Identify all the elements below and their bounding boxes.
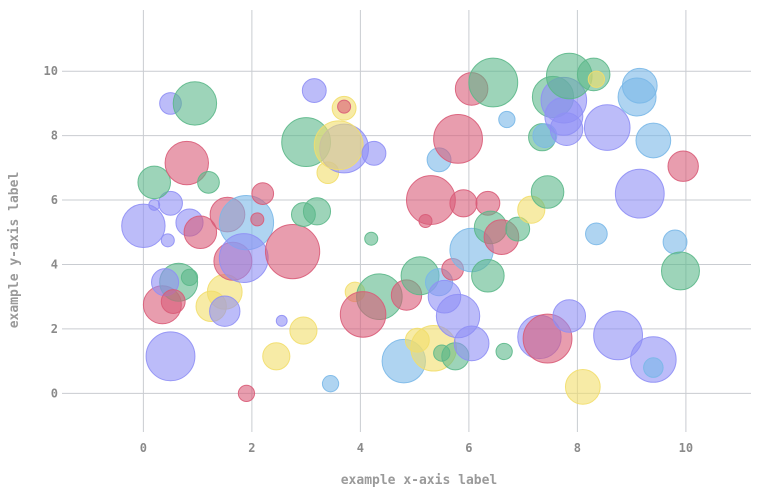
x-tick-label: 10 <box>679 441 693 455</box>
x-tick-label: 2 <box>248 441 255 455</box>
x-tick-label: 0 <box>140 441 147 455</box>
data-point <box>662 229 688 255</box>
y-tick-label: 4 <box>51 257 58 271</box>
data-point <box>406 175 456 225</box>
data-point <box>121 203 166 249</box>
data-point <box>183 215 218 250</box>
y-axis-label: example y-axis label <box>7 172 22 329</box>
data-point <box>302 197 332 226</box>
data-point <box>321 375 340 393</box>
data-point <box>364 231 379 246</box>
data-point <box>197 170 220 194</box>
data-point <box>180 268 199 287</box>
data-point <box>585 222 608 246</box>
data-point <box>339 291 387 338</box>
data-point <box>262 342 291 371</box>
x-axis-label: example x-axis label <box>341 473 498 488</box>
y-tick-label: 0 <box>51 386 58 400</box>
data-point <box>251 182 275 205</box>
y-tick-label: 10 <box>44 64 58 78</box>
data-point <box>621 67 658 104</box>
y-tick-label: 6 <box>51 193 58 207</box>
data-point <box>250 212 265 227</box>
y-tick-label: 8 <box>51 129 58 143</box>
data-point <box>264 223 321 280</box>
data-point <box>449 189 478 218</box>
data-point <box>643 357 664 378</box>
data-point <box>209 295 241 327</box>
data-point <box>635 122 672 159</box>
tick-labels: 0 2 4 6 8 10 0 2 4 6 8 10 <box>44 64 694 455</box>
data-point <box>158 190 183 216</box>
y-tick-label: 2 <box>51 322 58 336</box>
data-point <box>337 99 352 114</box>
data-point <box>433 113 483 164</box>
data-point <box>160 233 175 248</box>
data-points <box>121 52 700 405</box>
data-point <box>495 342 513 361</box>
data-point <box>468 57 519 108</box>
data-point <box>160 289 186 314</box>
data-point <box>549 112 584 146</box>
data-point <box>583 104 631 151</box>
data-point <box>145 331 196 382</box>
data-point <box>137 165 172 200</box>
data-point <box>614 168 665 219</box>
data-point <box>552 299 587 333</box>
data-point <box>530 175 565 209</box>
data-point <box>289 316 318 345</box>
data-point <box>453 325 490 362</box>
data-point <box>564 369 601 405</box>
data-point <box>164 140 209 186</box>
data-point <box>667 150 699 182</box>
data-point <box>361 140 387 166</box>
data-point <box>587 70 606 88</box>
data-point <box>593 310 643 361</box>
data-point <box>471 258 505 293</box>
x-tick-label: 6 <box>465 441 472 455</box>
data-point <box>275 314 288 327</box>
data-point <box>313 120 364 171</box>
data-point <box>660 251 700 291</box>
x-tick-label: 8 <box>574 441 581 455</box>
data-point <box>237 384 256 402</box>
data-point <box>301 78 327 103</box>
x-tick-label: 4 <box>357 441 364 455</box>
data-point <box>172 81 218 126</box>
data-point <box>218 233 269 283</box>
data-point <box>505 216 531 242</box>
data-point <box>498 110 516 129</box>
